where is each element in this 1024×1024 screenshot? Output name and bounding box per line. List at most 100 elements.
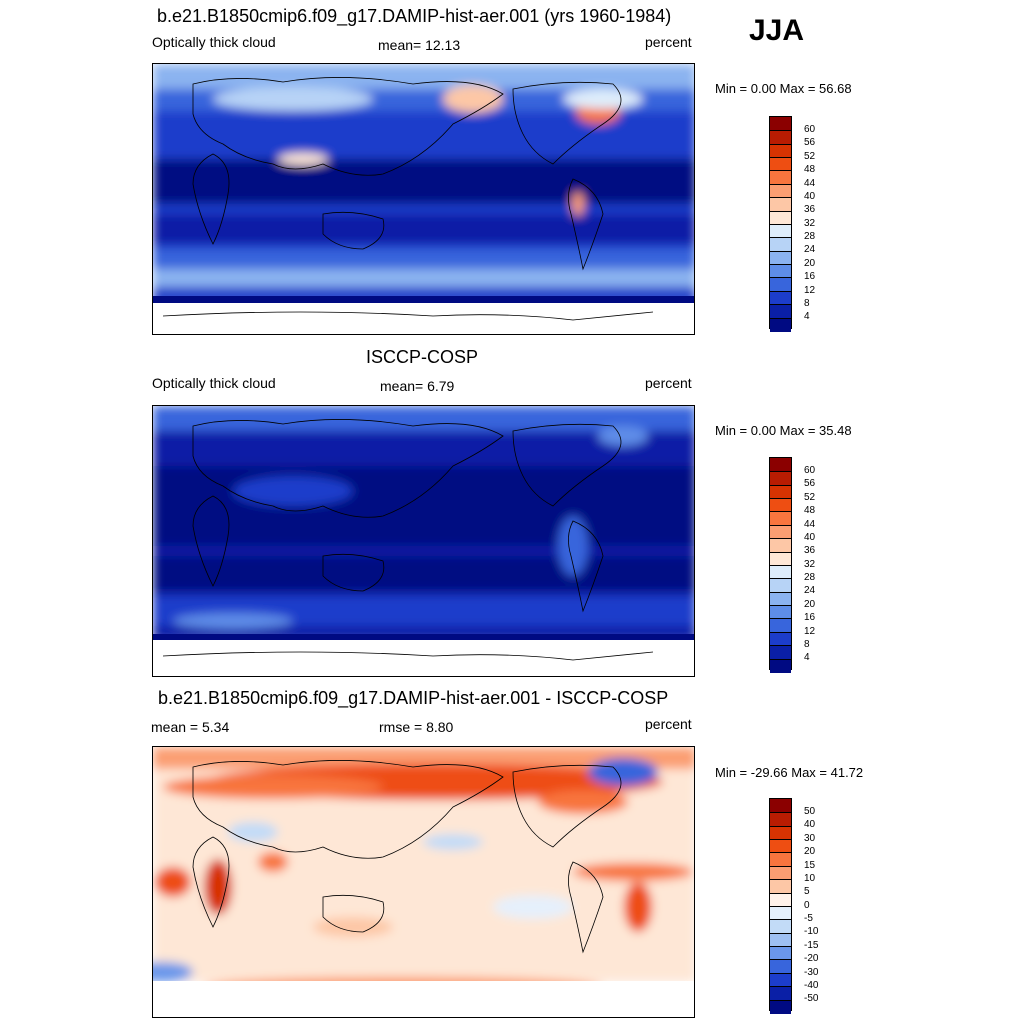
panel2-colorbar-swatch xyxy=(770,539,791,553)
panel2-colorbar xyxy=(769,457,792,674)
panel2-colorbar-tick: 44 xyxy=(804,519,816,530)
panel3-colorbar-swatch xyxy=(770,933,791,948)
panel3-colorbar-swatch xyxy=(770,813,791,827)
panel1-colorbar-swatch xyxy=(770,144,791,158)
panel3-colorbar-tick: 50 xyxy=(804,806,816,817)
panel3-colorbar-swatch xyxy=(770,853,791,867)
panel2-colorbar-tick: 52 xyxy=(804,492,816,503)
panel2-map-svg xyxy=(153,406,694,676)
panel1-colorbar-tick: 48 xyxy=(804,164,816,175)
panel2-colorbar-swatch xyxy=(770,606,791,620)
panel1-colorbar-tick: 24 xyxy=(804,244,816,255)
panel3-colorbar-swatch xyxy=(770,947,791,961)
panel1-units-label: percent xyxy=(645,34,692,50)
panel3-colorbar-tick: 30 xyxy=(804,833,816,844)
panel3-colorbar-tick: -50 xyxy=(804,993,819,1004)
panel2-map xyxy=(152,405,695,677)
panel3-colorbar-tick: 0 xyxy=(804,900,810,911)
panel3-colorbar-tick: -5 xyxy=(804,913,813,924)
panel3-colorbar-swatch xyxy=(770,906,791,921)
panel3-colorbar-swatch xyxy=(770,880,791,894)
panel2-colorbar-tick: 24 xyxy=(804,585,816,596)
panel2-colorbar-swatch xyxy=(770,592,791,607)
panel3-colorbar-tick: -30 xyxy=(804,967,819,978)
panel1-title: b.e21.B1850cmip6.f09_g17.DAMIP-hist-aer.… xyxy=(157,6,672,26)
panel2-colorbar-swatch xyxy=(770,525,791,540)
panel1-colorbar-tick: 8 xyxy=(804,298,810,309)
panel2-title: ISCCP-COSP xyxy=(366,347,479,367)
panel2-colorbar-swatch xyxy=(770,619,791,633)
panel3-colorbar-swatch xyxy=(770,866,791,881)
panel3-colorbar-swatch xyxy=(770,1000,791,1015)
panel3-rmse-label: rmse = 8.80 xyxy=(379,719,454,735)
panel2-colorbar-tick: 20 xyxy=(804,599,816,610)
panel1-colorbar-swatch xyxy=(770,305,791,319)
panel3-colorbar-tick: -10 xyxy=(804,926,819,937)
panel3-mean-label: mean = 5.34 xyxy=(151,719,230,735)
panel2-colorbar-tick: 28 xyxy=(804,572,816,583)
panel1-colorbar-swatch xyxy=(770,278,791,292)
panel3-colorbar-tick: -40 xyxy=(804,980,819,991)
panel2-mean-label: mean= 6.79 xyxy=(380,378,455,394)
panel3-colorbar-swatch xyxy=(770,960,791,974)
panel2-colorbar-tick: 4 xyxy=(804,652,810,663)
panel2-colorbar-swatch xyxy=(770,512,791,526)
panel1-colorbar-tick: 20 xyxy=(804,258,816,269)
panel2-colorbar-swatch xyxy=(770,472,791,486)
panel2-colorbar-swatch xyxy=(770,659,791,674)
panel1-colorbar-swatch xyxy=(770,211,791,225)
panel1-colorbar-swatch xyxy=(770,318,791,333)
panel2-colorbar-tick: 60 xyxy=(804,465,816,476)
panel3-colorbar-swatch xyxy=(770,920,791,934)
panel3-map-svg xyxy=(153,747,694,1017)
panel2-colorbar-swatch xyxy=(770,565,791,580)
panel1-colorbar-tick: 28 xyxy=(804,231,816,242)
panel1-colorbar-swatch xyxy=(770,198,791,212)
panel3-colorbar-swatch xyxy=(770,839,791,854)
panel2-colorbar-tick: 40 xyxy=(804,532,816,543)
panel2-colorbar-tick: 36 xyxy=(804,545,816,556)
panel3-colorbar-swatch xyxy=(770,893,791,907)
panel2-colorbar-swatch xyxy=(770,579,791,593)
panel1-colorbar-swatch xyxy=(770,171,791,185)
panel2-colorbar-swatch xyxy=(770,632,791,647)
panel3-title: b.e21.B1850cmip6.f09_g17.DAMIP-hist-aer.… xyxy=(158,688,669,708)
panel1-colorbar-tick: 4 xyxy=(804,311,810,322)
panel1-colorbar-tick: 44 xyxy=(804,178,816,189)
panel3-colorbar-tick: 5 xyxy=(804,886,810,897)
panel2-colorbar-swatch xyxy=(770,485,791,499)
panel1-colorbar-swatch xyxy=(770,291,791,306)
panel1-colorbar-swatch xyxy=(770,184,791,199)
panel3-map xyxy=(152,746,695,1018)
panel1-colorbar-tick: 40 xyxy=(804,191,816,202)
panel2-variable-label: Optically thick cloud xyxy=(152,375,276,391)
panel1-colorbar-swatch xyxy=(770,157,791,172)
panel3-units-label: percent xyxy=(645,716,692,732)
panel1-map-svg xyxy=(153,64,694,334)
panel3-colorbar-tick: -15 xyxy=(804,940,819,951)
panel3-colorbar-tick: 15 xyxy=(804,860,816,871)
panel2-colorbar-tick: 32 xyxy=(804,559,816,570)
panel1-minmax: Min = 0.00 Max = 56.68 xyxy=(715,81,852,96)
panel1-colorbar-tick: 36 xyxy=(804,204,816,215)
panel1-colorbar-swatch xyxy=(770,251,791,266)
panel1-map xyxy=(152,63,695,335)
panel2-colorbar-swatch xyxy=(770,458,791,473)
panel2-colorbar-tick: 16 xyxy=(804,612,816,623)
panel1-colorbar-tick: 16 xyxy=(804,271,816,282)
panel1-colorbar-swatch xyxy=(770,131,791,145)
panel1-colorbar-tick: 12 xyxy=(804,285,816,296)
panel3-colorbar-tick: 40 xyxy=(804,819,816,830)
panel2-colorbar-swatch xyxy=(770,498,791,513)
panel1-colorbar-swatch xyxy=(770,224,791,239)
panel2-colorbar-tick: 48 xyxy=(804,505,816,516)
panel1-colorbar-tick: 32 xyxy=(804,218,816,229)
panel2-colorbar-tick: 56 xyxy=(804,478,816,489)
panel3-minmax: Min = -29.66 Max = 41.72 xyxy=(715,765,864,780)
panel1-colorbar-swatch xyxy=(770,265,791,279)
panel1-colorbar-swatch xyxy=(770,238,791,252)
panel2-colorbar-tick: 8 xyxy=(804,639,810,650)
panel3-colorbar-swatch xyxy=(770,987,791,1001)
panel1-colorbar-tick: 56 xyxy=(804,137,816,148)
panel2-minmax: Min = 0.00 Max = 35.48 xyxy=(715,423,852,438)
